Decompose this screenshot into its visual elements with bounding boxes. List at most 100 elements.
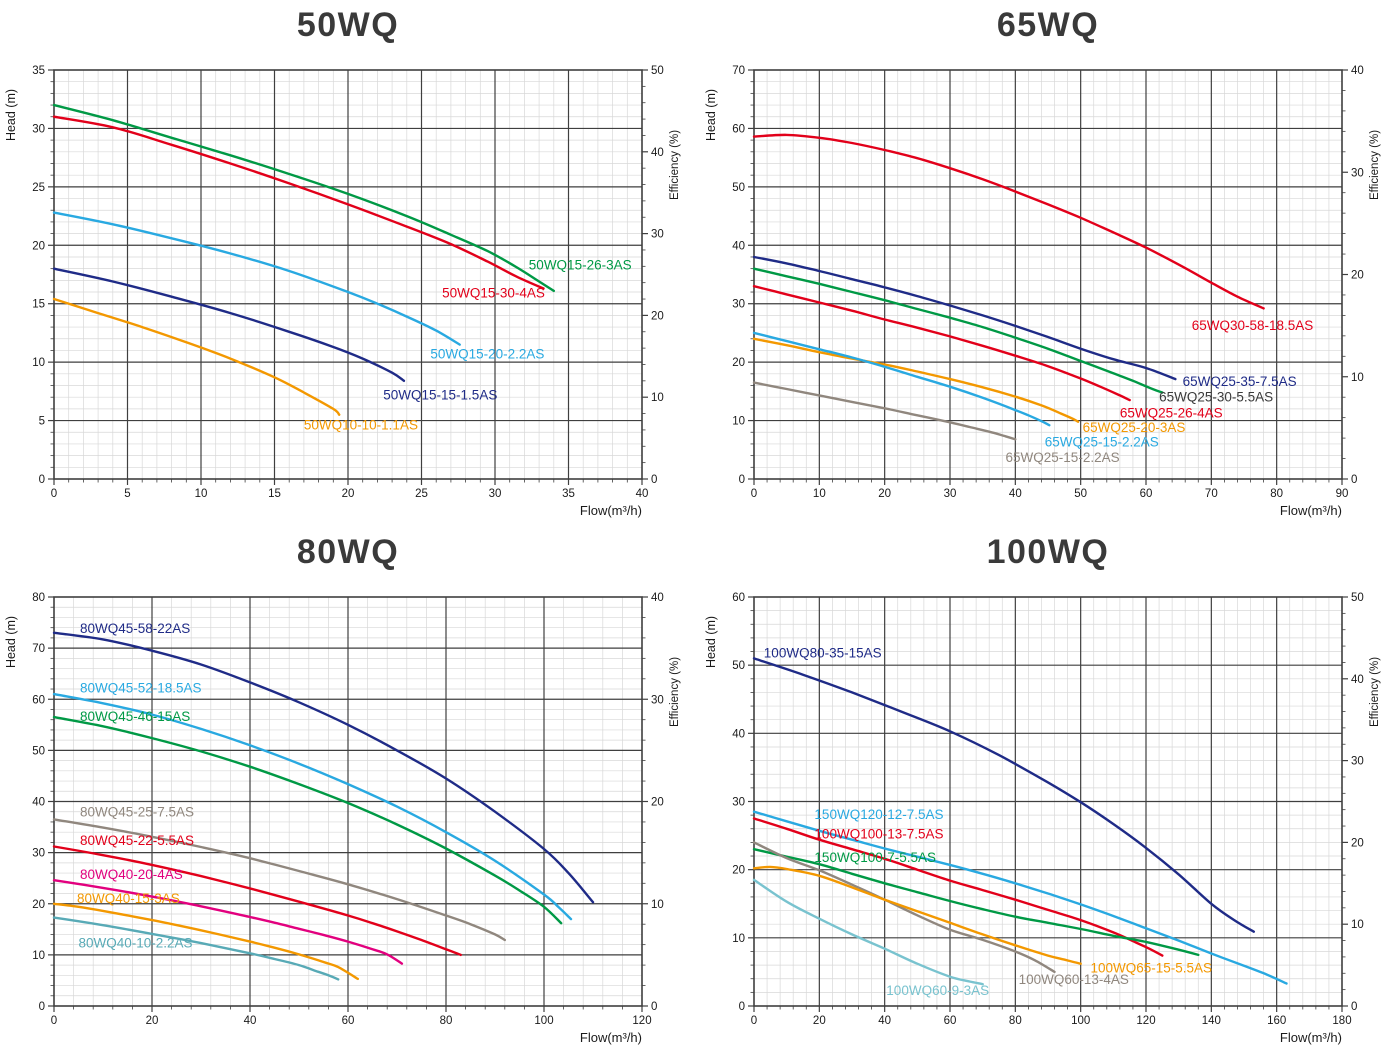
x-tick-label: 20 [342,488,355,500]
y-axis-title-left: Head (m) [704,89,718,141]
yr-tick-label: 10 [651,899,664,911]
chart-panel-100wq: 100WQ 0 20 40 60 80 100 120 140 160 180 0 10 20 30 40 5… [700,527,1400,1055]
y-axis-title-left: Head (m) [4,616,18,668]
series-80WQ45-58-22AS [52,631,595,904]
series-65WQ25-15-2.2AS [752,331,1051,427]
yl-tick-label: 25 [32,182,45,194]
yr-tick-label: 20 [651,797,664,809]
yl-tick-label: 20 [732,357,745,369]
series-label-50WQ15-30-4AS: 50WQ15-30-4AS [442,286,545,301]
x-tick-label: 100 [1071,1015,1090,1027]
x-tick-label: 80 [1009,1015,1022,1027]
yl-tick-label: 50 [732,182,745,194]
series-80WQ40-15-3AS [52,902,359,981]
x-tick-label: 20 [146,1015,159,1027]
x-axis-title: Flow(m³/h) [580,503,642,518]
series-label-65WQ25-26-4AS: 65WQ25-26-4AS [1120,405,1223,420]
series-100WQ80-35-15AS [752,657,1255,933]
series-150WQ100-7-5.5AS [752,848,1200,957]
chart-canvas-80wq: 0 20 40 60 80 100 1200102030405060708001020304… [4,592,681,1045]
x-tick-label: 100 [534,1015,553,1027]
x-tick-label: 20 [878,488,891,500]
yr-tick-label: 50 [651,65,664,77]
yl-tick-label: 40 [732,240,745,252]
yr-tick-label: 30 [651,229,664,241]
series-100WQ65-15-5.5AS [752,865,1082,965]
series-label-65WQ25-20-3AS: 65WQ25-20-3AS [1083,420,1186,435]
x-tick-label: 5 [124,488,130,500]
x-tick-label: 30 [489,488,502,500]
yl-tick-label: 10 [732,933,745,945]
yl-tick-label: 0 [739,474,745,486]
yl-tick-label: 30 [732,797,745,809]
x-tick-label: 35 [562,488,575,500]
series-65WQ25-26-4AS [752,285,1131,402]
series-65WQ25-20-3AS [752,337,1080,423]
y-axis-title-right: Efficiency (%) [669,130,681,200]
yl-tick-label: 0 [739,1001,745,1013]
yr-tick-label: 40 [1351,674,1364,686]
x-tick-label: 140 [1202,1015,1221,1027]
x-axis-title: Flow(m³/h) [1280,503,1342,518]
series-label-65WQ25-15-2.2AS: 65WQ25-15-2.2AS [1006,450,1120,465]
yl-tick-label: 60 [732,123,745,135]
series-50WQ15-20-2.2AS [52,211,461,346]
yr-tick-label: 0 [651,1001,657,1013]
series-label-80WQ45-46-15AS: 80WQ45-46-15AS [80,709,190,724]
y-axis-title-right: Efficiency (%) [669,657,681,727]
x-tick-label: 50 [1074,488,1087,500]
series-80WQ45-22-5.5AS [52,845,462,957]
yl-tick-label: 30 [32,123,45,135]
x-tick-label: 180 [1332,1015,1351,1027]
yl-tick-label: 60 [32,694,45,706]
series-label-65WQ25-30-5.5AS: 65WQ25-30-5.5AS [1159,390,1273,405]
yl-tick-label: 30 [732,299,745,311]
x-tick-label: 15 [268,488,281,500]
series-80WQ45-52-18.5AS [52,692,573,921]
yr-tick-label: 30 [651,694,664,706]
x-tick-label: 90 [1336,488,1349,500]
series-100WQ60-9-3AS [752,878,984,986]
series-label-100WQ60-13-4AS: 100WQ60-13-4AS [1019,972,1129,987]
x-tick-label: 40 [244,1015,257,1027]
chart-canvas-100wq: 0 20 40 60 80 100 120 140 160 1800102030405060010… [704,592,1381,1045]
series-50WQ15-26-3AS [52,103,555,293]
series-50WQ15-30-4AS [52,115,545,290]
x-tick-label: 120 [632,1015,651,1027]
yl-tick-label: 20 [32,899,45,911]
series-label-50WQ10-10-1.1AS: 50WQ10-10-1.1AS [304,418,418,433]
yl-tick-label: 0 [39,474,45,486]
series-label-65WQ30-58-18.5AS: 65WQ30-58-18.5AS [1192,318,1314,333]
yr-tick-label: 40 [651,147,664,159]
x-tick-label: 20 [813,1015,826,1027]
x-tick-label: 30 [944,488,957,500]
yl-tick-label: 70 [732,65,745,77]
yr-tick-label: 10 [1351,372,1364,384]
yr-tick-label: 0 [651,474,657,486]
yr-tick-label: 20 [1351,837,1364,849]
yr-tick-label: 0 [1351,474,1357,486]
yr-tick-label: 30 [1351,756,1364,768]
series-80WQ45-46-15AS [52,715,563,925]
series-80WQ40-20-4AS [52,879,404,965]
yl-tick-label: 50 [32,745,45,757]
x-axis-title: Flow(m³/h) [580,1030,642,1045]
yl-tick-label: 20 [732,865,745,877]
series-65WQ25-30-5.5AS [752,267,1164,394]
series-label-150WQ120-12-7.5AS: 150WQ120-12-7.5AS [814,807,943,822]
series-label-65WQ25-15-2.2AS: 65WQ25-15-2.2AS [1045,435,1159,450]
x-tick-label: 80 [440,1015,453,1027]
series-65WQ30-58-18.5AS [752,133,1265,310]
x-tick-label: 160 [1267,1015,1286,1027]
series-150WQ120-12-7.5AS [752,810,1288,985]
yr-tick-label: 50 [1351,592,1364,604]
series-80WQ40-10-2.2AS [52,916,340,981]
yl-tick-label: 10 [32,357,45,369]
x-axis-title: Flow(m³/h) [1280,1030,1342,1045]
x-tick-label: 10 [813,488,826,500]
yl-tick-label: 60 [732,592,745,604]
x-tick-label: 25 [415,488,428,500]
x-tick-label: 60 [944,1015,957,1027]
